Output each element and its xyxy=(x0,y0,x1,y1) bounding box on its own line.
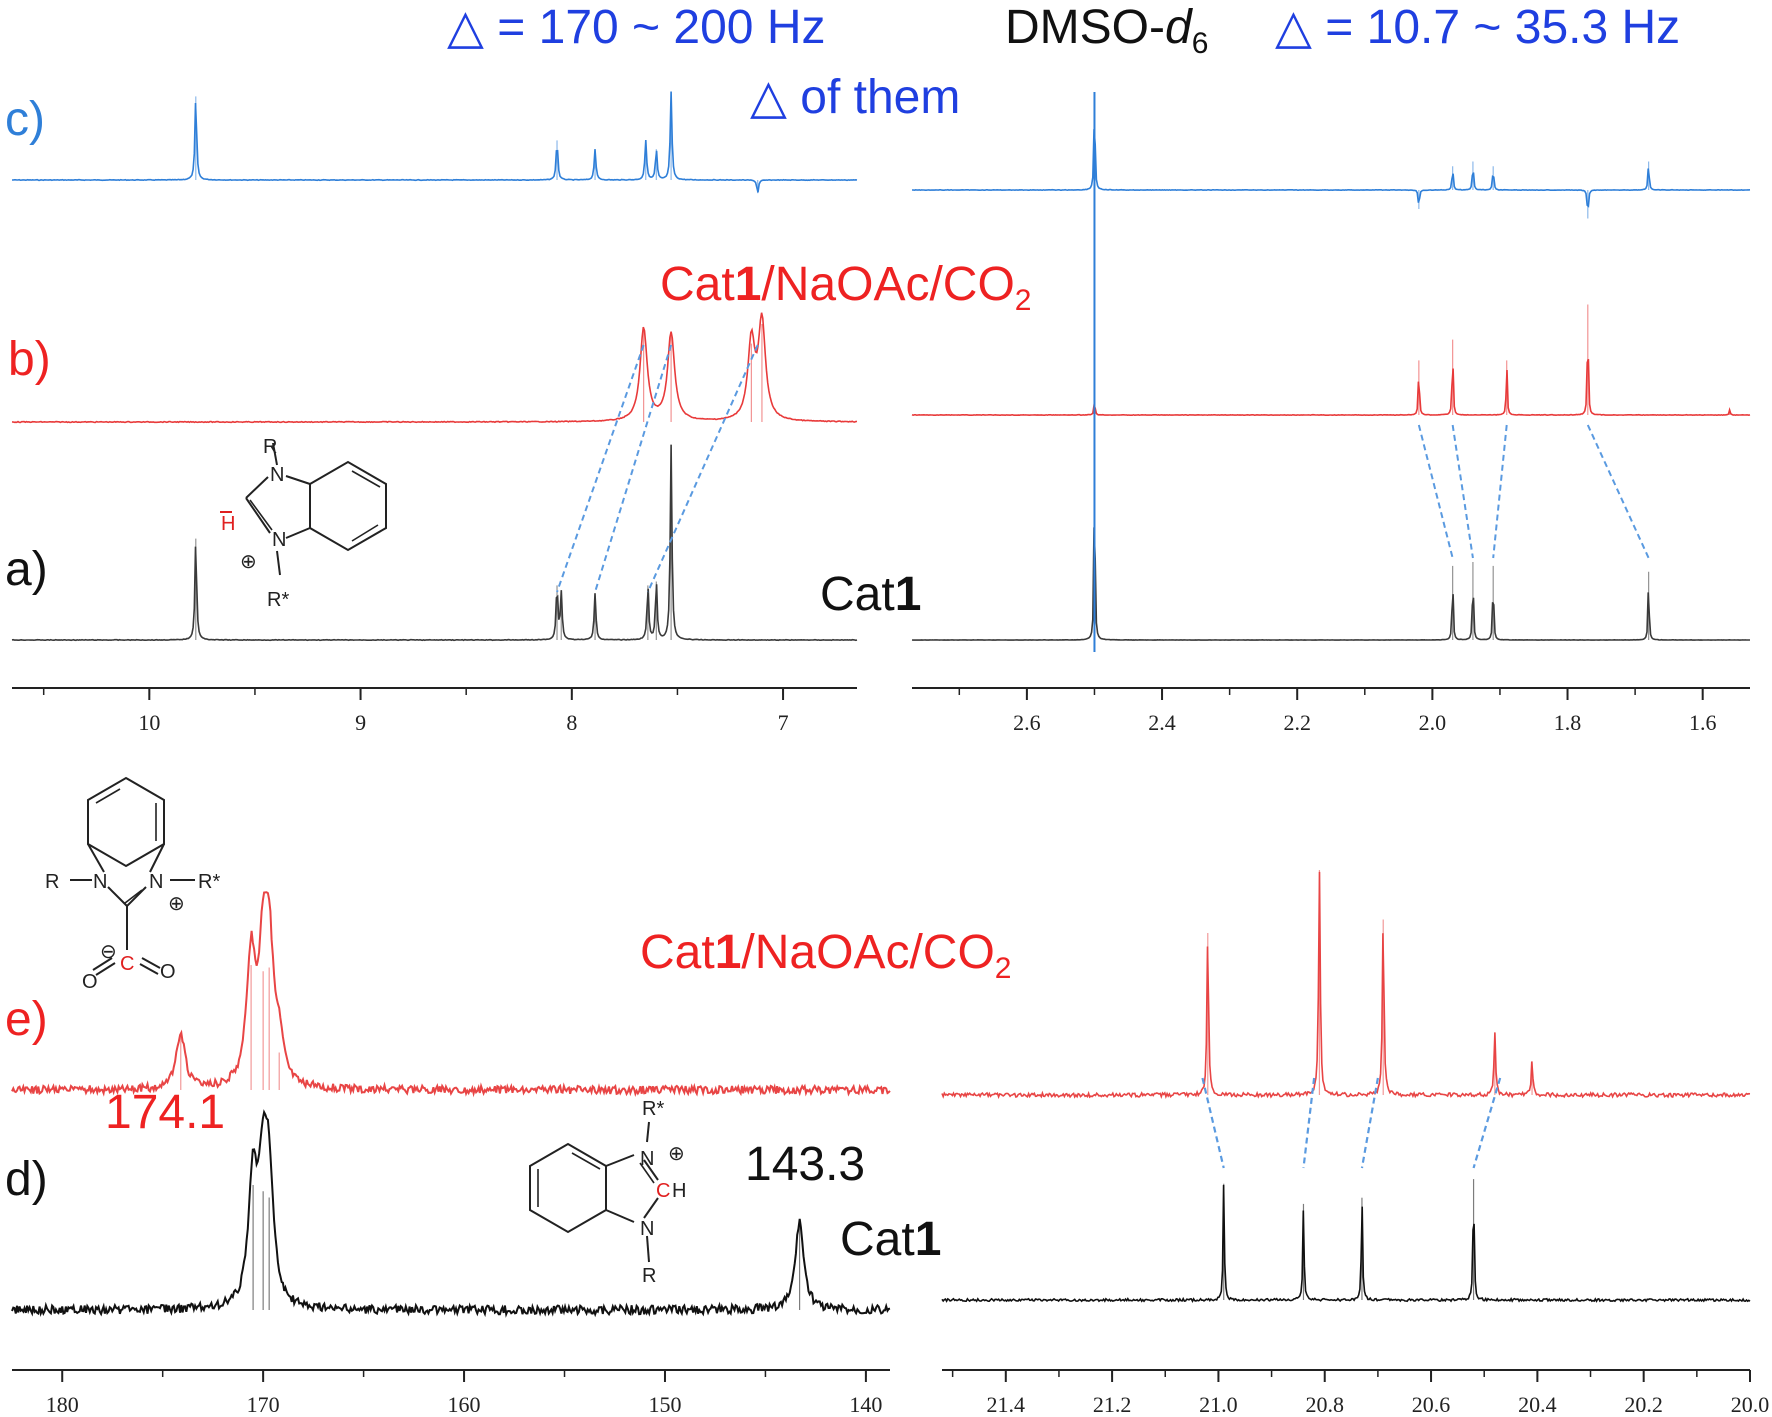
spectrum-trace-d xyxy=(941,1184,1751,1303)
x-tick-label: 20.8 xyxy=(1305,1392,1344,1417)
label-mix-bottom: Cat1/NaOAc/CO2 xyxy=(640,926,1011,985)
svg-text:H: H xyxy=(221,513,235,535)
x-tick-label: 20.6 xyxy=(1412,1392,1451,1417)
shift-connector xyxy=(594,344,673,593)
header-solvent: DMSO-d6 xyxy=(1005,1,1208,60)
molecule-cat1-top-labels: R N N ⊕ R* H xyxy=(221,436,289,611)
svg-text:N: N xyxy=(640,1148,654,1170)
spectrum-trace-a xyxy=(911,527,1750,641)
svg-text:O: O xyxy=(160,961,176,983)
header-delta-right: △ = 10.7 ~ 35.3 Hz xyxy=(1275,1,1680,54)
label-e: e) xyxy=(5,993,48,1046)
label-cat1-top: Cat1 xyxy=(820,568,921,621)
svg-text:R: R xyxy=(642,1265,656,1287)
label-shift-174: 174.1 xyxy=(105,1086,225,1139)
plot-layer: 10 9 8 7 2.6 2.4 2.2 2.0 1.8 1.6 180 170 160 150 140 21… xyxy=(11,91,1770,1417)
label-b: b) xyxy=(8,333,51,386)
svg-text:R*: R* xyxy=(198,871,220,893)
x-tick-label: 10 xyxy=(138,710,160,735)
spectrum-trace-a xyxy=(11,444,858,642)
svg-text:R*: R* xyxy=(267,589,289,611)
shift-connector xyxy=(1451,424,1474,559)
header-delta-of-them: △ of them xyxy=(750,71,960,124)
shift-connector xyxy=(1492,424,1508,559)
molecule-cat1-top xyxy=(220,442,387,576)
x-tick-label: 7 xyxy=(778,710,789,735)
molecule-cat1-bottom xyxy=(529,1121,659,1263)
x-tick-label: 180 xyxy=(46,1392,79,1417)
svg-text:⊕: ⊕ xyxy=(168,893,185,915)
svg-text:C: C xyxy=(120,953,134,975)
svg-text:N: N xyxy=(93,871,107,893)
spectrum-trace-c xyxy=(12,91,858,193)
x-tick-label: 20.2 xyxy=(1624,1392,1663,1417)
shift-connector xyxy=(556,344,645,593)
spectrum-trace-b xyxy=(911,358,1751,417)
x-tick-label: 21.0 xyxy=(1199,1392,1238,1417)
molecule-carboxylate-labels: R N N R* ⊕ ⊖ C O O xyxy=(45,871,220,993)
spectrum-trace-b xyxy=(11,312,858,424)
svg-text:N: N xyxy=(270,464,284,486)
svg-text:⊕: ⊕ xyxy=(668,1143,685,1165)
svg-text:O: O xyxy=(82,971,98,993)
molecule-cat1-bottom-labels: R* N ⊕ C H N R xyxy=(640,1098,686,1287)
x-tick-label: 2.6 xyxy=(1013,710,1041,735)
svg-text:H: H xyxy=(672,1180,686,1202)
header-delta-left: △ = 170 ~ 200 Hz xyxy=(447,1,826,54)
shift-connector xyxy=(1472,1077,1502,1169)
label-shift-143: 143.3 xyxy=(745,1138,865,1191)
shift-connector xyxy=(1360,1077,1379,1169)
x-tick-label: 9 xyxy=(355,710,366,735)
x-tick-label: 21.4 xyxy=(987,1392,1026,1417)
x-tick-label: 170 xyxy=(247,1392,280,1417)
x-tick-label: 21.2 xyxy=(1093,1392,1132,1417)
x-tick-label: 150 xyxy=(648,1392,681,1417)
label-cat1-bottom: Cat1 xyxy=(840,1213,941,1266)
spectrum-trace-c xyxy=(912,129,1751,208)
spectrum-trace-d xyxy=(11,1109,891,1318)
x-tick-label: 2.4 xyxy=(1148,710,1176,735)
x-tick-label: 1.6 xyxy=(1689,710,1717,735)
svg-text:⊖: ⊖ xyxy=(100,941,117,963)
label-a: a) xyxy=(5,543,48,596)
svg-text:C: C xyxy=(656,1180,670,1202)
molecule-carboxylate xyxy=(70,776,195,976)
x-tick-label: 140 xyxy=(849,1392,882,1417)
spectrum-trace-e xyxy=(941,871,1751,1100)
x-tick-label: 20.0 xyxy=(1731,1392,1770,1417)
x-tick-label: 20.4 xyxy=(1518,1392,1557,1417)
x-tick-label: 8 xyxy=(566,710,577,735)
x-tick-label: 2.0 xyxy=(1419,710,1447,735)
shift-connector xyxy=(1201,1077,1225,1169)
shift-connector xyxy=(1586,424,1650,559)
svg-text:R: R xyxy=(45,871,59,893)
label-c: c) xyxy=(5,93,45,146)
shift-connector xyxy=(646,344,759,593)
svg-text:N: N xyxy=(640,1218,654,1240)
svg-text:R: R xyxy=(263,436,277,458)
svg-text:⊕: ⊕ xyxy=(240,551,257,573)
label-mix-top: Cat1/NaOAc/CO2 xyxy=(660,258,1031,317)
shift-connector xyxy=(1302,1077,1316,1169)
x-tick-label: 2.2 xyxy=(1283,710,1311,735)
x-tick-label: 1.8 xyxy=(1554,710,1582,735)
svg-text:N: N xyxy=(272,529,286,551)
x-tick-label: 160 xyxy=(448,1392,481,1417)
spectrum-trace-e xyxy=(11,891,891,1098)
label-d: d) xyxy=(5,1153,48,1206)
svg-text:R*: R* xyxy=(642,1098,664,1120)
shift-connector xyxy=(1417,424,1454,559)
svg-text:N: N xyxy=(149,871,163,893)
